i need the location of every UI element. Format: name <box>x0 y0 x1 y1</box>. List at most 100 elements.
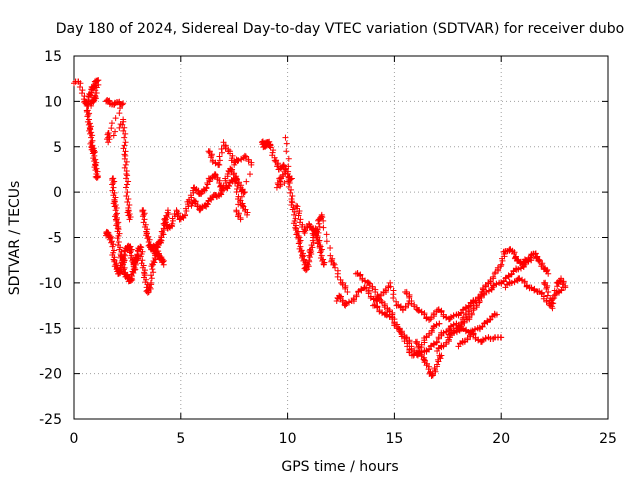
data-point <box>372 288 379 295</box>
data-point <box>207 154 214 161</box>
data-point <box>293 202 300 209</box>
data-point <box>543 285 550 292</box>
data-point <box>124 199 131 205</box>
data-point <box>78 90 85 97</box>
data-point <box>450 312 457 319</box>
data-point <box>115 239 122 246</box>
data-point <box>126 202 133 209</box>
data-point <box>121 134 128 141</box>
data-point <box>291 211 298 218</box>
data-point <box>323 231 330 238</box>
series-track-u <box>455 310 500 350</box>
data-point <box>283 140 290 147</box>
data-point <box>240 189 247 196</box>
data-point <box>88 102 95 109</box>
data-point <box>314 226 321 233</box>
data-point <box>182 211 189 218</box>
data-point <box>284 170 291 177</box>
data-point <box>549 305 556 312</box>
data-point <box>295 240 302 247</box>
data-point <box>248 161 255 168</box>
data-point <box>327 245 334 252</box>
ticks <box>73 55 609 420</box>
data-point <box>231 175 238 182</box>
data-point <box>334 273 341 280</box>
data-point <box>239 202 246 209</box>
x-tick-label: 10 <box>279 431 297 447</box>
data-point <box>121 164 128 171</box>
data-point <box>430 340 437 347</box>
data-point <box>317 249 324 256</box>
y-axis-title: SDTVAR / TECUs <box>7 181 23 296</box>
data-point <box>450 321 457 328</box>
data-point <box>549 296 556 303</box>
data-point <box>353 292 360 299</box>
y-tick-label: -15 <box>39 321 62 337</box>
y-tick-label: -25 <box>39 412 62 428</box>
data-point <box>282 134 289 141</box>
data-point <box>289 192 296 199</box>
data-point <box>482 335 489 342</box>
data-point <box>123 175 130 182</box>
data-point <box>124 189 131 196</box>
data-point <box>535 257 542 264</box>
data-point <box>498 261 505 268</box>
data-point <box>505 272 512 279</box>
series-track-w <box>502 275 567 309</box>
data-point <box>112 115 119 122</box>
data-points <box>71 77 569 379</box>
data-point <box>462 304 469 311</box>
data-point <box>125 178 132 185</box>
data-point <box>320 217 327 224</box>
data-point <box>484 317 491 324</box>
data-point <box>344 288 351 295</box>
data-point <box>139 213 146 220</box>
data-point <box>127 249 134 256</box>
data-point <box>120 100 127 107</box>
data-point <box>120 127 127 134</box>
x-tick-label: 0 <box>70 431 79 447</box>
data-point <box>471 325 478 332</box>
data-point <box>287 189 294 196</box>
data-point <box>389 316 396 323</box>
data-point <box>267 144 274 151</box>
data-point <box>122 130 129 137</box>
data-point <box>493 311 500 318</box>
data-point <box>235 201 242 208</box>
data-point <box>433 321 440 328</box>
data-point <box>562 284 569 291</box>
data-point <box>121 124 128 131</box>
data-point <box>122 139 129 146</box>
data-point <box>490 273 497 280</box>
series-track-a <box>71 77 102 109</box>
data-point <box>320 224 327 231</box>
data-point <box>203 184 210 191</box>
data-point <box>551 287 558 294</box>
data-point <box>110 132 117 139</box>
data-point <box>544 292 551 299</box>
y-tick-label: -10 <box>39 276 62 292</box>
data-point <box>434 338 441 345</box>
data-point <box>320 261 327 268</box>
data-point <box>406 294 413 301</box>
series-track-g <box>139 207 172 255</box>
series-track-c <box>103 97 134 223</box>
x-tick-label: 15 <box>385 431 403 447</box>
data-point <box>84 113 91 120</box>
series-track-b <box>83 107 101 181</box>
data-point <box>160 261 167 268</box>
data-point <box>116 110 123 117</box>
data-point <box>169 220 176 227</box>
data-point <box>266 143 273 150</box>
data-point <box>545 270 552 277</box>
data-point <box>476 298 483 305</box>
data-point <box>148 272 155 279</box>
data-point <box>273 184 280 191</box>
data-point <box>160 258 166 265</box>
y-tick-label: 0 <box>53 185 62 201</box>
data-point <box>315 229 322 236</box>
series-track-i <box>188 175 251 218</box>
data-point <box>286 180 293 187</box>
data-point <box>121 155 128 162</box>
